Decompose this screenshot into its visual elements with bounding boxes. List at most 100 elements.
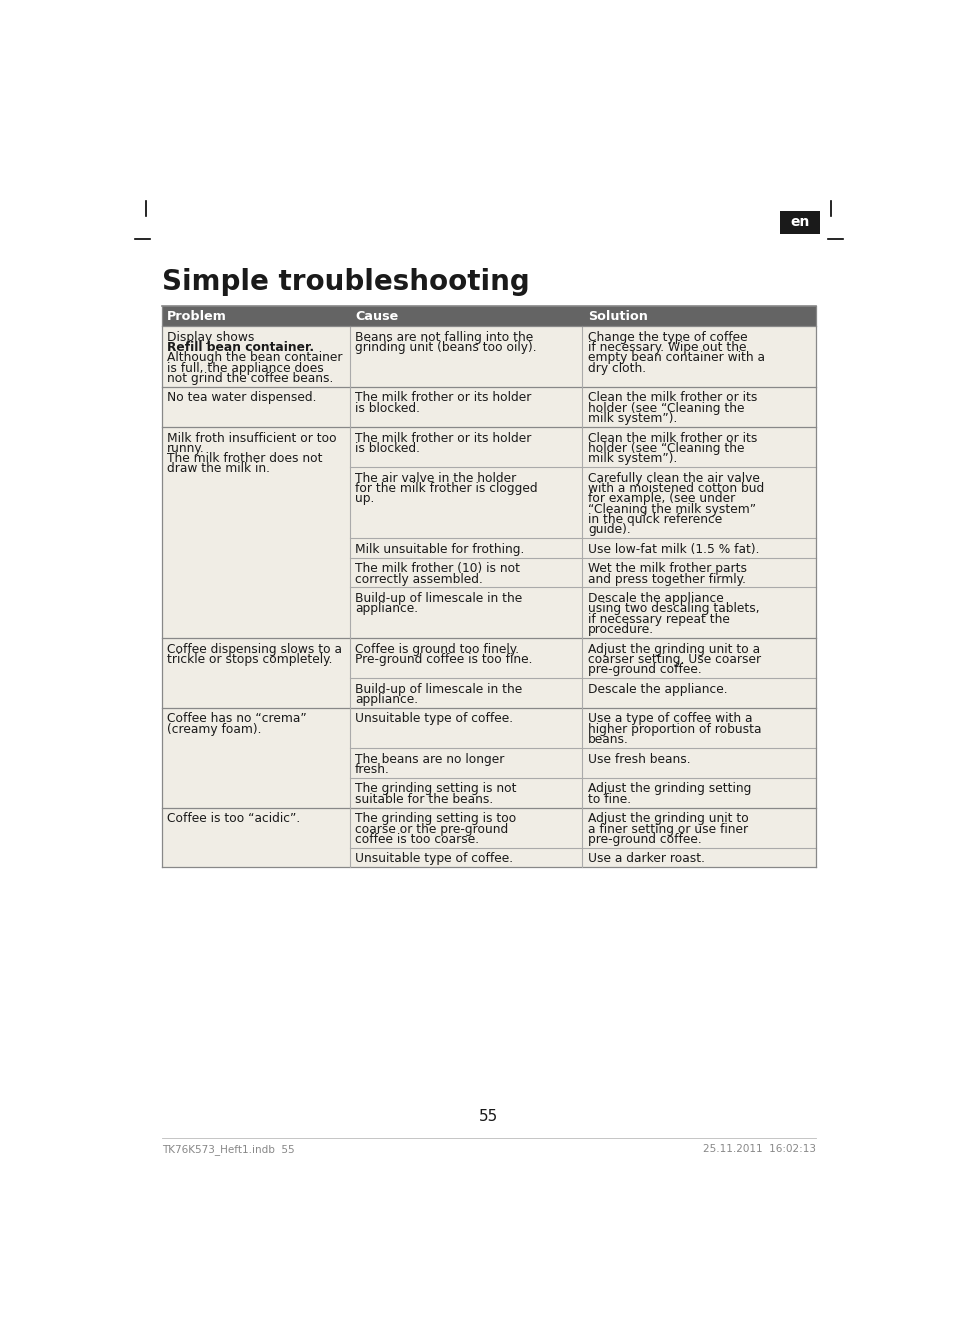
Text: Carefully clean the air valve: Carefully clean the air valve <box>587 472 759 485</box>
Text: Milk unsuitable for frothing.: Milk unsuitable for frothing. <box>355 543 524 556</box>
Text: Change the type of coffee: Change the type of coffee <box>587 331 747 344</box>
Text: and press together firmly.: and press together firmly. <box>587 572 745 585</box>
Bar <box>582 808 815 847</box>
Text: Coffee is ground too finely.: Coffee is ground too finely. <box>355 642 518 655</box>
Bar <box>162 638 349 708</box>
Text: Problem: Problem <box>167 310 227 323</box>
Bar <box>582 558 815 588</box>
Text: Clean the milk frother or its: Clean the milk frother or its <box>587 431 757 444</box>
Bar <box>582 677 815 708</box>
Bar <box>162 808 349 867</box>
Text: Use fresh beans.: Use fresh beans. <box>587 753 690 766</box>
Text: for example, (see under: for example, (see under <box>587 492 735 505</box>
Text: trickle or stops completely.: trickle or stops completely. <box>167 652 333 666</box>
Bar <box>162 708 349 808</box>
Text: coffee is too coarse.: coffee is too coarse. <box>355 833 478 846</box>
Bar <box>349 427 582 467</box>
Text: Coffee has no “crema”: Coffee has no “crema” <box>167 713 307 725</box>
Text: milk system”).: milk system”). <box>587 413 677 424</box>
Text: Unsuitable type of coffee.: Unsuitable type of coffee. <box>355 713 513 725</box>
Text: grinding unit (beans too oily).: grinding unit (beans too oily). <box>355 341 537 355</box>
Text: Build-up of limescale in the: Build-up of limescale in the <box>355 592 521 605</box>
Bar <box>582 427 815 467</box>
Text: with a moistened cotton bud: with a moistened cotton bud <box>587 482 763 496</box>
Text: (creamy foam).: (creamy foam). <box>167 722 261 735</box>
Text: is blocked.: is blocked. <box>355 402 419 415</box>
Bar <box>779 211 819 233</box>
Text: higher proportion of robusta: higher proportion of robusta <box>587 722 760 735</box>
Bar <box>582 638 815 677</box>
Text: Solution: Solution <box>587 310 647 323</box>
Text: draw the milk in.: draw the milk in. <box>167 463 270 476</box>
Bar <box>582 467 815 538</box>
Text: is full, the appliance does: is full, the appliance does <box>167 361 324 374</box>
Bar <box>162 326 349 386</box>
Text: a finer setting or use finer: a finer setting or use finer <box>587 822 747 836</box>
Text: procedure.: procedure. <box>587 623 654 637</box>
Text: Adjust the grinding unit to: Adjust the grinding unit to <box>587 812 748 825</box>
Text: The milk frother does not: The milk frother does not <box>167 452 322 465</box>
Bar <box>582 326 815 386</box>
Text: Refill bean container.: Refill bean container. <box>167 341 314 355</box>
Text: Coffee is too “acidic”.: Coffee is too “acidic”. <box>167 812 300 825</box>
Text: pre-ground coffee.: pre-ground coffee. <box>587 833 700 846</box>
Text: en: en <box>789 215 808 229</box>
Text: empty bean container with a: empty bean container with a <box>587 351 764 364</box>
Text: fresh.: fresh. <box>355 763 390 776</box>
Text: is blocked.: is blocked. <box>355 442 419 455</box>
Text: Descale the appliance.: Descale the appliance. <box>587 683 727 696</box>
Text: Adjust the grinding unit to a: Adjust the grinding unit to a <box>587 642 760 655</box>
Text: Simple troubleshooting: Simple troubleshooting <box>162 268 529 295</box>
Bar <box>349 778 582 808</box>
Bar <box>582 778 815 808</box>
Bar <box>349 708 582 749</box>
Text: guide).: guide). <box>587 523 630 536</box>
Text: suitable for the beans.: suitable for the beans. <box>355 792 493 805</box>
Text: The milk frother or its holder: The milk frother or its holder <box>355 431 531 444</box>
Text: Descale the appliance: Descale the appliance <box>587 592 723 605</box>
Text: if necessary. Wipe out the: if necessary. Wipe out the <box>587 341 745 355</box>
Bar <box>349 558 582 588</box>
Text: Pre-ground coffee is too fine.: Pre-ground coffee is too fine. <box>355 652 532 666</box>
Text: Adjust the grinding setting: Adjust the grinding setting <box>587 783 750 796</box>
Bar <box>582 588 815 638</box>
Text: Coffee dispensing slows to a: Coffee dispensing slows to a <box>167 642 342 655</box>
Bar <box>582 386 815 427</box>
Text: Use low-fat milk (1.5 % fat).: Use low-fat milk (1.5 % fat). <box>587 543 759 556</box>
Bar <box>349 326 582 386</box>
Text: Clean the milk frother or its: Clean the milk frother or its <box>587 391 757 405</box>
Text: using two descaling tablets,: using two descaling tablets, <box>587 602 759 616</box>
Text: TK76K573_Heft1.indb  55: TK76K573_Heft1.indb 55 <box>162 1144 294 1155</box>
Text: The beans are no longer: The beans are no longer <box>355 753 504 766</box>
Text: The grinding setting is too: The grinding setting is too <box>355 812 516 825</box>
Text: The air valve in the holder: The air valve in the holder <box>355 472 516 485</box>
Text: Wet the milk frother parts: Wet the milk frother parts <box>587 563 746 575</box>
Bar <box>349 386 582 427</box>
Text: Unsuitable type of coffee.: Unsuitable type of coffee. <box>355 853 513 866</box>
Text: “Cleaning the milk system”: “Cleaning the milk system” <box>587 502 755 515</box>
Text: Use a type of coffee with a: Use a type of coffee with a <box>587 713 752 725</box>
Text: Use a darker roast.: Use a darker roast. <box>587 853 704 866</box>
Text: 25.11.2011  16:02:13: 25.11.2011 16:02:13 <box>702 1144 815 1153</box>
Text: Cause: Cause <box>355 310 397 323</box>
Text: not grind the coffee beans.: not grind the coffee beans. <box>167 372 334 385</box>
Bar <box>582 538 815 558</box>
Text: The grinding setting is not: The grinding setting is not <box>355 783 516 796</box>
Bar <box>349 638 582 677</box>
Bar <box>582 708 815 749</box>
Text: dry cloth.: dry cloth. <box>587 361 645 374</box>
Text: coarser setting. Use coarser: coarser setting. Use coarser <box>587 652 760 666</box>
Bar <box>349 588 582 638</box>
Text: 55: 55 <box>478 1110 498 1124</box>
Text: pre-ground coffee.: pre-ground coffee. <box>587 663 700 676</box>
Text: No tea water dispensed.: No tea water dispensed. <box>167 391 316 405</box>
Bar <box>349 749 582 778</box>
Text: Build-up of limescale in the: Build-up of limescale in the <box>355 683 521 696</box>
Text: to fine.: to fine. <box>587 792 630 805</box>
Text: correctly assembled.: correctly assembled. <box>355 572 482 585</box>
Text: The milk frother or its holder: The milk frother or its holder <box>355 391 531 405</box>
Bar <box>162 386 349 427</box>
Text: if necessary repeat the: if necessary repeat the <box>587 613 729 626</box>
Text: Beans are not falling into the: Beans are not falling into the <box>355 331 533 344</box>
Text: up.: up. <box>355 492 374 505</box>
